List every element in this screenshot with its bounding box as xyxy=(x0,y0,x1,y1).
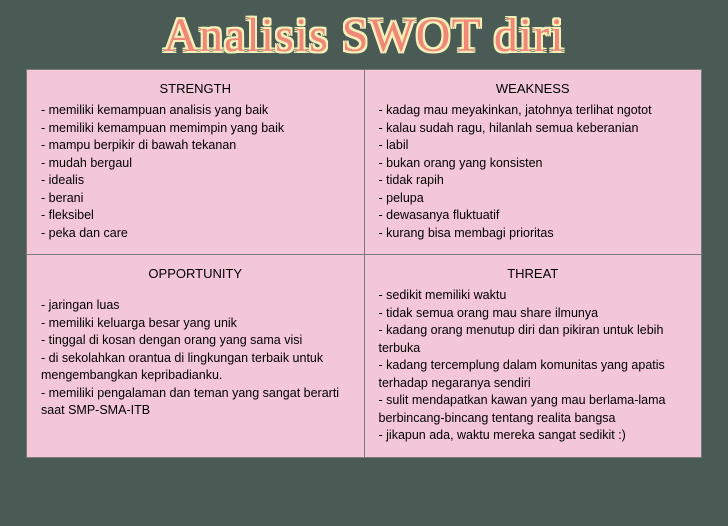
quadrant-strength: STRENGTH - memiliki kemampuan analisis y… xyxy=(27,70,364,254)
strength-body: - memiliki kemampuan analisis yang baik … xyxy=(41,102,350,242)
threat-body: - sedikit memiliki waktu - tidak semua o… xyxy=(379,287,688,445)
page-title-wrap: Analisis SWOT diri xyxy=(0,0,728,69)
quadrant-threat: THREAT - sedikit memiliki waktu - tidak … xyxy=(365,255,702,457)
page-title: Analisis SWOT diri xyxy=(163,9,564,62)
swot-grid: STRENGTH - memiliki kemampuan analisis y… xyxy=(26,69,702,458)
opportunity-heading: OPPORTUNITY xyxy=(41,265,350,283)
strength-heading: STRENGTH xyxy=(41,80,350,98)
threat-heading: THREAT xyxy=(379,265,688,283)
opportunity-body: - jaringan luas - memiliki keluarga besa… xyxy=(41,297,350,420)
quadrant-opportunity: OPPORTUNITY - jaringan luas - memiliki k… xyxy=(27,255,364,457)
weakness-heading: WEAKNESS xyxy=(379,80,688,98)
quadrant-weakness: WEAKNESS - kadag mau meyakinkan, jatohny… xyxy=(365,70,702,254)
weakness-body: - kadag mau meyakinkan, jatohnya terliha… xyxy=(379,102,688,242)
